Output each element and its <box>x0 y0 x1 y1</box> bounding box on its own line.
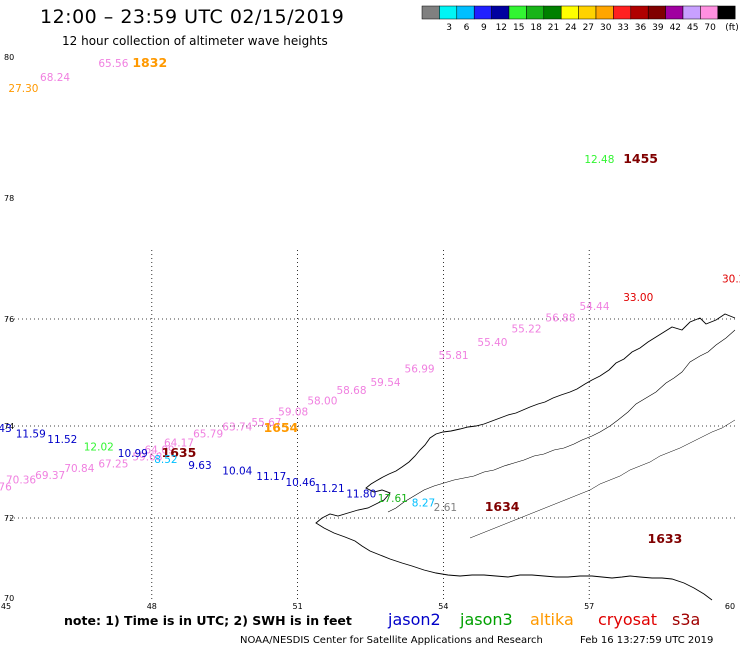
colorbar-tick-label: 45 <box>687 23 698 33</box>
wave-height-value: 65.79 <box>193 429 223 441</box>
colorbar-tick-label: 15 <box>513 23 524 33</box>
coastline-path <box>469 419 736 539</box>
wave-height-value: 11.80 <box>346 488 376 500</box>
wave-height-value: 55.81 <box>439 350 469 362</box>
wave-height-value: 54.44 <box>579 301 609 313</box>
wave-height-value: 64.09 <box>145 445 175 457</box>
wave-height-value: 10.04 <box>222 465 252 477</box>
colorbar-tick-label: 27 <box>583 23 594 33</box>
wave-height-value: 55.67 <box>251 417 281 429</box>
longitude-tick-label: 51 <box>293 602 303 611</box>
wave-height-value: 2.61 <box>434 502 457 514</box>
longitude-tick-label: 54 <box>438 602 448 611</box>
pass-time-label: 1832 <box>132 55 167 70</box>
colorbar-tick-label: 24 <box>565 23 577 33</box>
colorbar-tick-label: 6 <box>464 23 470 33</box>
colorbar-tick-label: 36 <box>635 23 647 33</box>
wave-height-value: 59.54 <box>371 377 401 389</box>
pass-time-label: 1635 <box>162 445 197 460</box>
legend-cryosat: cryosat <box>598 610 658 629</box>
generated-timestamp: Feb 16 13:27:59 UTC 2019 <box>580 635 714 646</box>
footnote: note: 1) Time is in UTC; 2) SWH is in fe… <box>64 613 352 628</box>
latitude-tick-label: 76 <box>4 315 14 324</box>
wave-height-value: 67.25 <box>98 458 128 470</box>
wave-height-value: 8.52 <box>154 454 177 466</box>
legend-jason2: jason2 <box>388 610 441 629</box>
wave-height-value: 59.68 <box>132 452 162 464</box>
coastline-path <box>629 575 713 601</box>
wave-height-value: 11.52 <box>47 434 77 446</box>
colorbar-tick-label: 30 <box>600 23 612 33</box>
colorbar-swatch <box>717 5 736 20</box>
wave-height-value: 11.17 <box>256 471 286 483</box>
wave-height-value: 55.40 <box>477 337 507 349</box>
pass-time-label: 1455 <box>623 151 658 166</box>
wave-height-value: 70.36 <box>6 475 36 487</box>
latitude-tick-label: 80 <box>4 53 14 62</box>
pass-time-label: 1654 <box>264 420 299 435</box>
latitude-tick-label: 70 <box>4 594 14 603</box>
wave-height-value: 27.30 <box>8 83 38 95</box>
coastline-path <box>387 329 736 513</box>
wave-height-value: 11.21 <box>315 483 345 495</box>
colorbar-tick-label: 42 <box>670 23 681 33</box>
axis-ticks: 45 48 51 54 57 60 80 78 76 74 72 70 <box>1 53 735 611</box>
wave-height-value: 8.27 <box>412 498 435 510</box>
legend-altika: altika <box>530 610 574 629</box>
page-subtitle: 12 hour collection of altimeter wave hei… <box>62 34 328 48</box>
longitude-tick-label: 45 <box>1 602 11 611</box>
coastline-path <box>315 313 736 579</box>
wave-height-value: 12.48 <box>584 154 614 166</box>
colorbar-tick-label: 70 <box>704 23 716 33</box>
pass-time-label: 1633 <box>648 531 683 546</box>
coastline <box>315 313 736 601</box>
wave-height-value: 58.00 <box>307 396 337 408</box>
wave-height-value: 12.02 <box>84 441 114 453</box>
colorbar-tick-label: 39 <box>652 23 664 33</box>
wave-height-value: 10.46 <box>285 477 315 489</box>
wave-height-value: 17.61 <box>378 493 408 505</box>
latitude-tick-label: 72 <box>4 514 14 523</box>
latitude-tick-label: 74 <box>4 422 14 431</box>
latitude-tick-label: 78 <box>4 194 14 203</box>
colorbar-tick-label: 3 <box>446 23 452 33</box>
wave-height-value: 68.24 <box>40 72 70 84</box>
longitude-tick-label: 48 <box>147 602 157 611</box>
longitude-tick-label: 57 <box>584 602 594 611</box>
wave-height-value: 63.74 <box>222 422 252 434</box>
colorbar-unit: (ft) <box>725 23 739 33</box>
map-gridlines <box>6 250 735 600</box>
legend-s3a: s3a <box>672 610 701 629</box>
wave-height-value: 58.68 <box>336 385 366 397</box>
wave-height-value: 11.43 <box>0 423 12 435</box>
credit-line: NOAA/NESDIS Center for Satellite Applica… <box>240 635 543 646</box>
wave-height-value: 69.37 <box>35 470 65 482</box>
pass-time-label: 1634 <box>485 499 520 514</box>
legend-jason3: jason3 <box>460 610 513 629</box>
wave-height-value: 60.76 <box>0 481 12 493</box>
wave-height-value: 30.2 <box>722 274 740 286</box>
longitude-tick-label: 60 <box>725 602 735 611</box>
colorbar-tick-label: 18 <box>530 23 542 33</box>
wave-height-value: 70.84 <box>64 463 94 475</box>
page-title: 12:00 – 23:59 UTC 02/15/2019 <box>40 6 345 28</box>
wave-height-value: 56.99 <box>405 364 435 376</box>
wave-height-value: 10.99 <box>118 448 148 460</box>
colorbar-tick-label: 21 <box>548 23 559 33</box>
wave-height-value: 65.56 <box>98 58 128 70</box>
colorbar-tick-label: 33 <box>617 23 628 33</box>
wave-height-value: 11.59 <box>16 429 46 441</box>
wave-height-value: 56.88 <box>545 313 575 325</box>
colorbar-tick-label: 9 <box>481 23 487 33</box>
wave-height-value: 59.08 <box>278 406 308 418</box>
wave-height-value: 9.63 <box>188 460 211 472</box>
wave-height-value: 33.00 <box>623 292 653 304</box>
wave-height-value: 55.22 <box>511 323 541 335</box>
wave-height-value: 64.17 <box>164 438 194 450</box>
colorbar-tick-label: 12 <box>496 23 507 33</box>
